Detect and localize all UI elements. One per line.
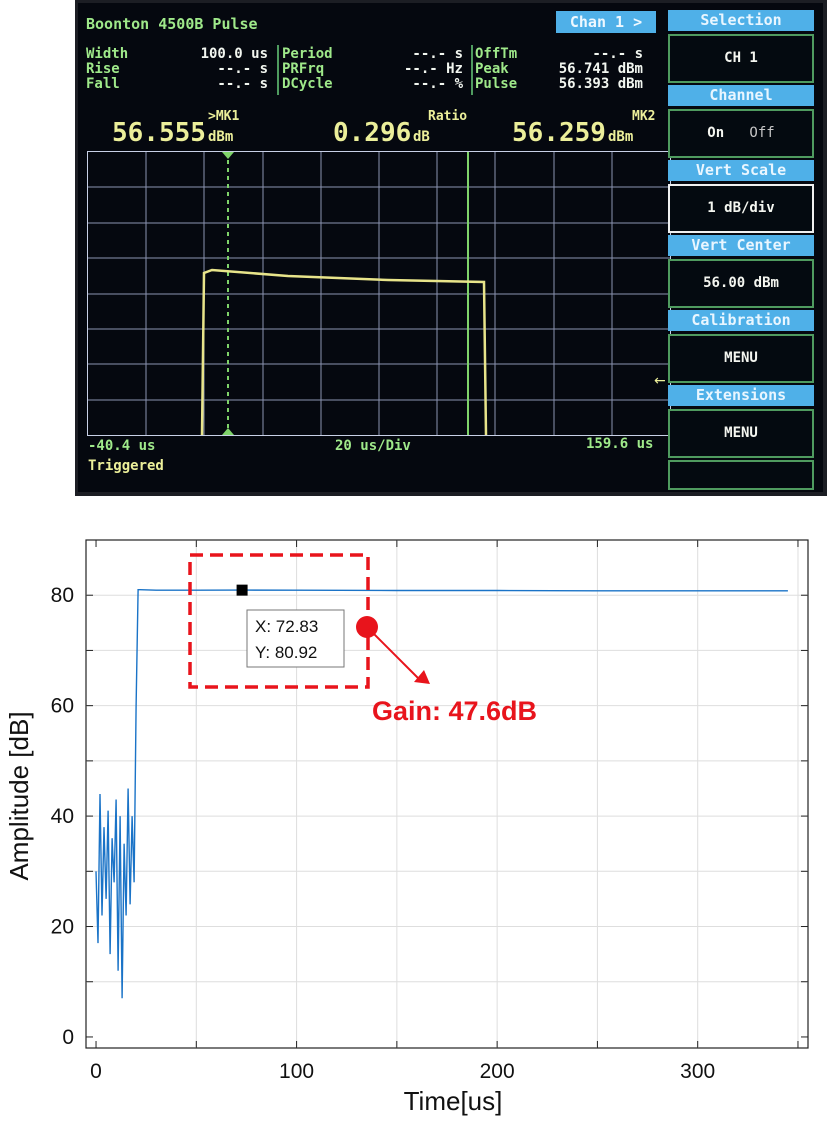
softkey-channel[interactable]: On Off (668, 109, 814, 158)
meas-labels-col1: Width Rise Fall (86, 47, 128, 92)
mk1-marker-top-icon[interactable] (222, 152, 234, 159)
peak-value: 56.741 dBm (558, 61, 643, 77)
amplitude-series-line (95, 588, 788, 999)
ratio-readout: 0.296 (333, 118, 412, 148)
channel-on-option[interactable]: On (707, 125, 725, 141)
softkey-vert-scale[interactable]: 1 dB/div (668, 184, 814, 233)
meas-values-col1: 100.0 us --.- s --.- s (178, 47, 268, 92)
gain-arrow-head-icon (414, 670, 430, 684)
rise-value: --.- s (217, 61, 268, 77)
offtm-label: OffTm (475, 46, 518, 62)
scope-graticule (87, 151, 671, 436)
meas-labels-col3: OffTm Peak Pulse (475, 47, 517, 92)
softkey-calibration-header: Calibration (668, 310, 814, 331)
scope-trace-svg (88, 152, 670, 436)
softkey-channel-header: Channel (668, 85, 814, 106)
peak-label: Peak (475, 61, 509, 77)
y-axis-label: Amplitude [dB] (4, 711, 34, 880)
y-tick-label: 60 (51, 695, 74, 718)
mk1-label: >MK1 (208, 109, 240, 124)
trigger-status: Triggered (88, 458, 164, 474)
mk1-unit: dBm (208, 129, 234, 145)
softkey-selection[interactable]: CH 1 (668, 34, 814, 83)
x-tick-label: 0 (90, 1060, 102, 1083)
x-tick-labels: 0 100 200 300 (90, 1060, 715, 1083)
amplitude-time-chart: 0 100 200 300 0 20 40 60 80 X: 72.83 Y: 80.92 G… (4, 539, 809, 1116)
instrument-title: Boonton 4500B Pulse (86, 15, 258, 33)
y-tick-label: 80 (51, 584, 74, 607)
dcycle-value: --.- % (412, 76, 463, 92)
channel-tab[interactable]: Chan 1 > (556, 11, 656, 33)
meas-divider-1 (277, 45, 279, 95)
x-tick-label: 200 (480, 1060, 515, 1083)
width-label: Width (86, 46, 129, 62)
gain-annotation: Gain: 47.6dB (372, 696, 537, 726)
power-meter-screen: Boonton 4500B Pulse Chan 1 > Width Rise … (78, 3, 823, 492)
y-tick-label: 0 (62, 1026, 74, 1049)
plot-grid (86, 540, 808, 1048)
level-arrow-icon: ← (654, 373, 666, 389)
prfrq-label: PRFrq (282, 61, 325, 77)
offtm-value: --.- s (592, 46, 643, 62)
axis-ticks (86, 540, 808, 1048)
rise-label: Rise (86, 61, 120, 77)
softkey-vert-scale-header: Vert Scale (668, 160, 814, 181)
mk2-unit: dBm (608, 129, 634, 145)
dcycle-label: DCycle (282, 76, 333, 92)
mk1-marker-bottom-icon[interactable] (222, 428, 234, 435)
y-tick-labels: 0 20 40 60 80 (51, 584, 74, 1049)
meas-values-col3: --.- s 56.741 dBm 56.393 dBm (533, 47, 643, 92)
period-value: --.- s (412, 46, 463, 62)
softkey-extensions-header: Extensions (668, 385, 814, 406)
pulse-trace (200, 268, 488, 436)
x-tick-label: 100 (279, 1060, 314, 1083)
meas-labels-col2: Period PRFrq DCycle (282, 47, 333, 92)
softkey-extensions[interactable]: MENU (668, 409, 814, 458)
mk2-readout: 56.259 (512, 118, 606, 148)
width-value: 100.0 us (200, 46, 268, 62)
y-tick-label: 40 (51, 805, 74, 828)
pulse-label: Pulse (475, 76, 518, 92)
fall-value: --.- s (217, 76, 268, 92)
softkey-selection-header: Selection (668, 10, 814, 31)
time-end-label: 159.6 us (586, 436, 654, 452)
y-tick-label: 20 (51, 916, 74, 939)
period-label: Period (282, 46, 333, 62)
ratio-unit: dB (413, 129, 430, 145)
datatip-y: Y: 80.92 (255, 643, 317, 662)
softkey-blank[interactable] (668, 460, 814, 490)
x-tick-label: 300 (680, 1060, 715, 1083)
datatip-box[interactable] (246, 609, 345, 668)
softkey-calibration[interactable]: MENU (668, 334, 814, 383)
meas-values-col2: --.- s --.- Hz --.- % (368, 47, 463, 92)
time-div-label: 20 us/Div (335, 438, 411, 454)
gain-arrow-line (366, 626, 421, 681)
x-axis-label: Time[us] (404, 1086, 503, 1116)
mk2-label: MK2 (632, 109, 656, 124)
softkey-vert-center-header: Vert Center (668, 235, 814, 256)
channel-off-option[interactable]: Off (749, 125, 775, 141)
datatip-marker[interactable] (236, 584, 248, 596)
datatip-x: X: 72.83 (255, 617, 318, 636)
mk1-readout: 56.555 (112, 118, 206, 148)
pulse-value: 56.393 dBm (558, 76, 643, 92)
fall-label: Fall (86, 76, 120, 92)
prfrq-value: --.- Hz (403, 61, 463, 77)
softkey-vert-center[interactable]: 56.00 dBm (668, 259, 814, 308)
ratio-label: Ratio (428, 109, 468, 124)
meas-divider-2 (471, 45, 473, 95)
time-start-label: -40.4 us (88, 438, 156, 454)
plot-frame (85, 539, 809, 1049)
